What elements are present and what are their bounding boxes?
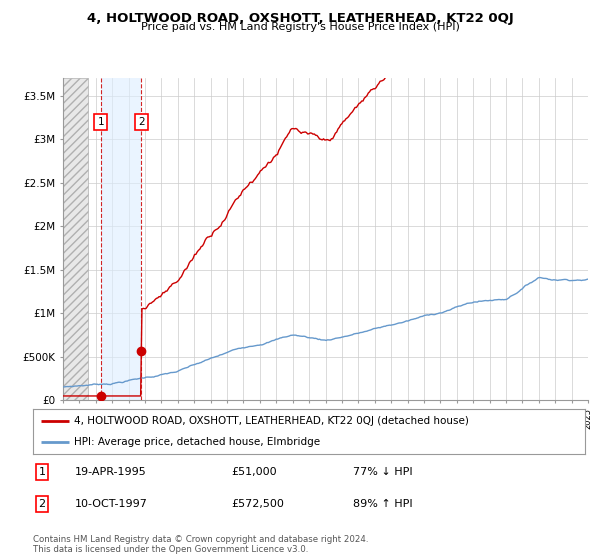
Text: 1: 1 <box>97 117 104 127</box>
Text: 77% ↓ HPI: 77% ↓ HPI <box>353 467 413 477</box>
Text: £51,000: £51,000 <box>232 467 277 477</box>
Text: 2: 2 <box>38 499 46 509</box>
Bar <box>63 78 88 400</box>
Text: 10-OCT-1997: 10-OCT-1997 <box>74 499 147 509</box>
Text: Contains HM Land Registry data © Crown copyright and database right 2024.
This d: Contains HM Land Registry data © Crown c… <box>33 535 368 554</box>
Text: 1: 1 <box>38 467 46 477</box>
Bar <box>101 78 142 400</box>
Text: 89% ↑ HPI: 89% ↑ HPI <box>353 499 413 509</box>
Text: 4, HOLTWOOD ROAD, OXSHOTT, LEATHERHEAD, KT22 0QJ (detached house): 4, HOLTWOOD ROAD, OXSHOTT, LEATHERHEAD, … <box>74 416 469 426</box>
Text: 19-APR-1995: 19-APR-1995 <box>74 467 146 477</box>
Text: £572,500: £572,500 <box>232 499 284 509</box>
Text: HPI: Average price, detached house, Elmbridge: HPI: Average price, detached house, Elmb… <box>74 436 320 446</box>
Text: 4, HOLTWOOD ROAD, OXSHOTT, LEATHERHEAD, KT22 0QJ: 4, HOLTWOOD ROAD, OXSHOTT, LEATHERHEAD, … <box>86 12 514 25</box>
Text: 2: 2 <box>138 117 145 127</box>
Text: Price paid vs. HM Land Registry's House Price Index (HPI): Price paid vs. HM Land Registry's House … <box>140 22 460 32</box>
